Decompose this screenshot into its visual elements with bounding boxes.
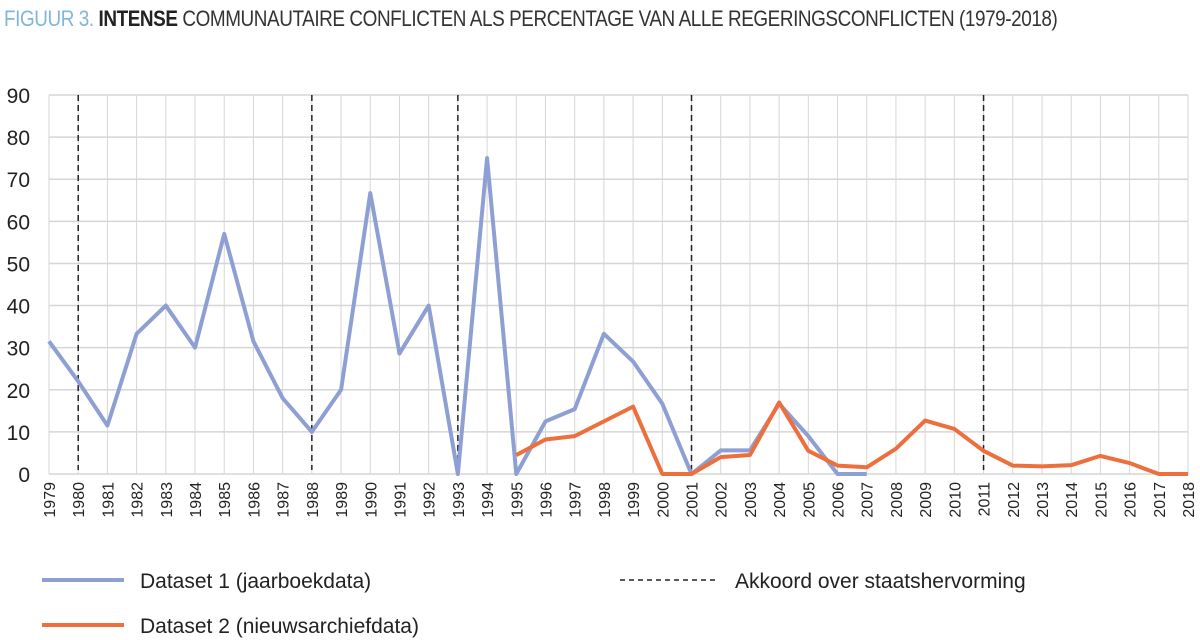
y-tick-label: 40	[7, 296, 30, 319]
x-tick-label: 2005	[801, 482, 818, 518]
x-tick-label: 1996	[538, 482, 555, 518]
x-tick-label: 1989	[334, 482, 351, 518]
x-tick-label: 1992	[422, 482, 439, 518]
x-tick-label: 1994	[480, 482, 497, 518]
legend: Dataset 1 (jaarboekdata) Dataset 2 (nieu…	[42, 570, 1026, 638]
x-tick-label: 1980	[71, 482, 88, 518]
x-tick-label: 2003	[743, 482, 760, 518]
x-tick-label: 1984	[188, 482, 205, 518]
y-tick-label: 80	[7, 127, 30, 150]
x-tick-label: 2001	[685, 482, 702, 518]
y-tick-label: 10	[7, 422, 30, 445]
x-tick-label: 1997	[568, 482, 585, 518]
x-tick-label: 1982	[130, 482, 147, 518]
y-tick-label: 0	[18, 464, 30, 487]
x-tick-label: 2014	[1064, 482, 1081, 518]
y-tick-label: 30	[7, 338, 30, 361]
legend-label-dataset-2: Dataset 2 (nieuwsarchiefdata)	[140, 615, 419, 638]
figure-number: FIGUUR 3.	[4, 6, 94, 31]
x-tick-label: 2018	[1181, 482, 1198, 518]
x-tick-label: 1986	[246, 482, 263, 518]
x-tick-label: 1985	[217, 482, 234, 518]
y-tick-label: 70	[7, 169, 30, 192]
title-emphasis: INTENSE	[98, 6, 178, 31]
x-tick-label: 1991	[392, 482, 409, 518]
x-tick-label: 2015	[1093, 482, 1110, 518]
legend-label-reference: Akkoord over staatshervorming	[735, 570, 1026, 593]
series-line-2	[515, 400, 1188, 476]
x-tick-label: 1987	[276, 482, 293, 518]
x-tick-label: 1998	[597, 482, 614, 518]
chart-title: FIGUUR 3. INTENSE COMMUNAUTAIRE CONFLICT…	[4, 6, 1058, 32]
x-tick-label: 1990	[363, 482, 380, 518]
x-tick-label: 2012	[1006, 482, 1023, 518]
x-tick-label: 2006	[831, 482, 848, 518]
y-tick-label: 60	[7, 211, 30, 234]
x-tick-label: 1993	[451, 482, 468, 518]
y-tick-label: 20	[7, 380, 30, 403]
x-tick-label: 2000	[655, 482, 672, 518]
title-text: COMMUNAUTAIRE CONFLICTEN ALS PERCENTAGE …	[182, 6, 1058, 31]
x-tick-label: 2010	[947, 482, 964, 518]
x-tick-label: 2009	[918, 482, 935, 518]
x-tick-label: 2004	[772, 482, 789, 518]
x-tick-label: 2002	[714, 482, 731, 518]
x-tick-label: 2013	[1035, 482, 1052, 518]
x-tick-label: 1979	[42, 482, 59, 518]
x-tick-label: 1983	[159, 482, 176, 518]
x-tick-label: 2008	[889, 482, 906, 518]
x-tick-label: 2017	[1152, 482, 1169, 518]
x-tick-label: 1988	[305, 482, 322, 518]
legend-label-dataset-1: Dataset 1 (jaarboekdata)	[140, 570, 371, 593]
x-tick-label: 2011	[977, 482, 994, 517]
x-tick-label: 2016	[1123, 482, 1140, 518]
x-tick-label: 1999	[626, 482, 643, 518]
y-tick-label: 50	[7, 253, 30, 276]
y-tick-label: 90	[7, 85, 30, 108]
x-tick-label: 1981	[100, 482, 117, 518]
x-tick-label: 2007	[860, 482, 877, 518]
x-tick-label: 1995	[509, 482, 526, 518]
